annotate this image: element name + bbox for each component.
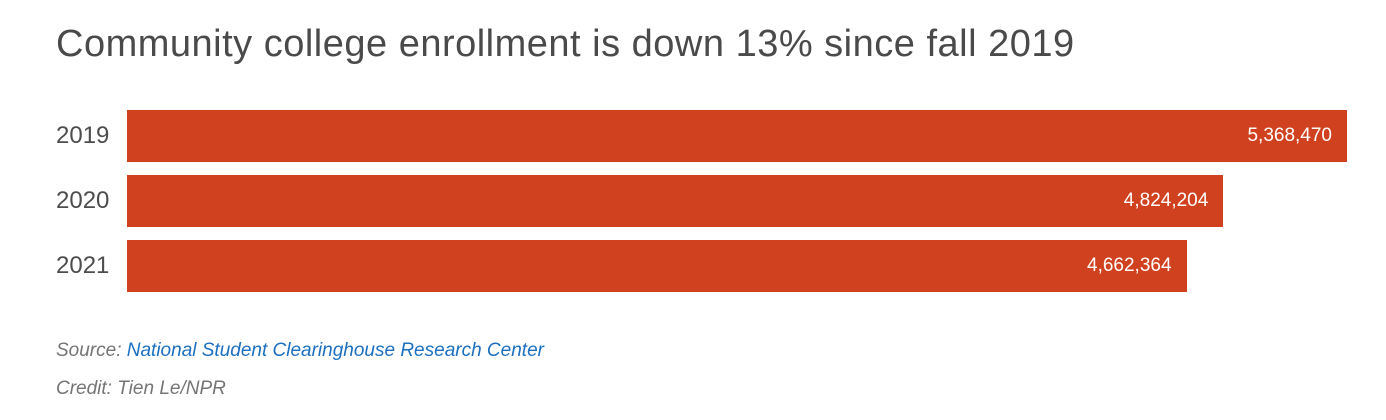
bar: 4,662,364 (127, 239, 1187, 292)
bar-row: 2019 5,368,470 (56, 109, 1347, 162)
bar: 4,824,204 (127, 174, 1224, 227)
bar: 5,368,470 (127, 109, 1347, 162)
bar-track: 4,662,364 (127, 239, 1347, 292)
category-label: 2019 (56, 121, 110, 149)
chart-title: Community college enrollment is down 13%… (56, 23, 1075, 65)
source-link[interactable]: National Student Clearinghouse Research … (126, 339, 544, 361)
bar-value-label: 5,368,470 (1247, 124, 1332, 146)
bar-row: 2021 4,662,364 (56, 239, 1347, 292)
bar-chart: 2019 5,368,470 2020 4,824,204 2021 4,662,364 (56, 109, 1347, 292)
bar-row: 2020 4,824,204 (56, 174, 1347, 227)
bar-value-label: 4,662,364 (1087, 254, 1172, 276)
bar-value-label: 4,824,204 (1123, 189, 1209, 211)
category-label: 2021 (56, 251, 110, 279)
source-line: Source: National Student Clearinghouse R… (56, 340, 1347, 363)
source-label: Source: (56, 339, 127, 361)
bar-track: 5,368,470 (127, 109, 1347, 162)
bar-track: 4,824,204 (127, 174, 1347, 227)
chart-footer: Source: National Student Clearinghouse R… (56, 340, 1347, 402)
credit-line: Credit: Tien Le/NPR (56, 378, 226, 400)
category-label: 2020 (56, 186, 110, 214)
